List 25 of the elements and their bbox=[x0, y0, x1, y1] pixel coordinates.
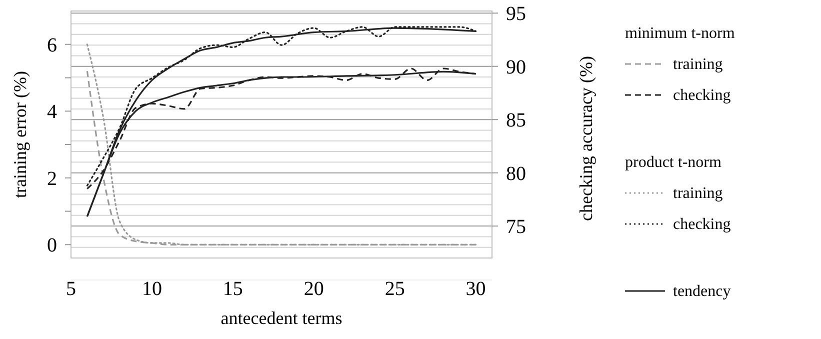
x-tick-label: 5 bbox=[66, 278, 76, 300]
y-tick-label: 6 bbox=[47, 34, 57, 56]
y2-tick-label: 90 bbox=[506, 56, 526, 78]
x-tick-label: 25 bbox=[384, 278, 405, 300]
x-axis-title: antecedent terms bbox=[220, 308, 342, 328]
legend-label: checking bbox=[673, 87, 731, 104]
text: minimum t-norm bbox=[625, 25, 736, 42]
text: product t-norm bbox=[625, 154, 722, 171]
x-tick-label: 30 bbox=[466, 278, 486, 300]
legend-label: training bbox=[673, 56, 723, 73]
x-tick-label: 20 bbox=[304, 278, 324, 300]
y2-tick-label: 80 bbox=[506, 162, 526, 185]
y2-tick-label: 75 bbox=[506, 216, 526, 238]
y2-tick-label: 85 bbox=[506, 110, 526, 132]
legend-label: checking bbox=[673, 216, 731, 233]
y-axis-title: training error (%) bbox=[10, 71, 30, 198]
y-tick-label: 4 bbox=[47, 101, 57, 124]
x-tick-label: 10 bbox=[142, 278, 162, 300]
x-tick-label: 15 bbox=[222, 278, 243, 300]
y-tick-label: 0 bbox=[47, 234, 57, 257]
legend-label: training bbox=[673, 185, 723, 202]
legend-label: tendency bbox=[673, 283, 731, 300]
y2-tick-label: 95 bbox=[506, 3, 526, 26]
y-tick-label: 2 bbox=[47, 168, 57, 190]
y2-axis-title: checking accuracy (%) bbox=[576, 56, 596, 221]
